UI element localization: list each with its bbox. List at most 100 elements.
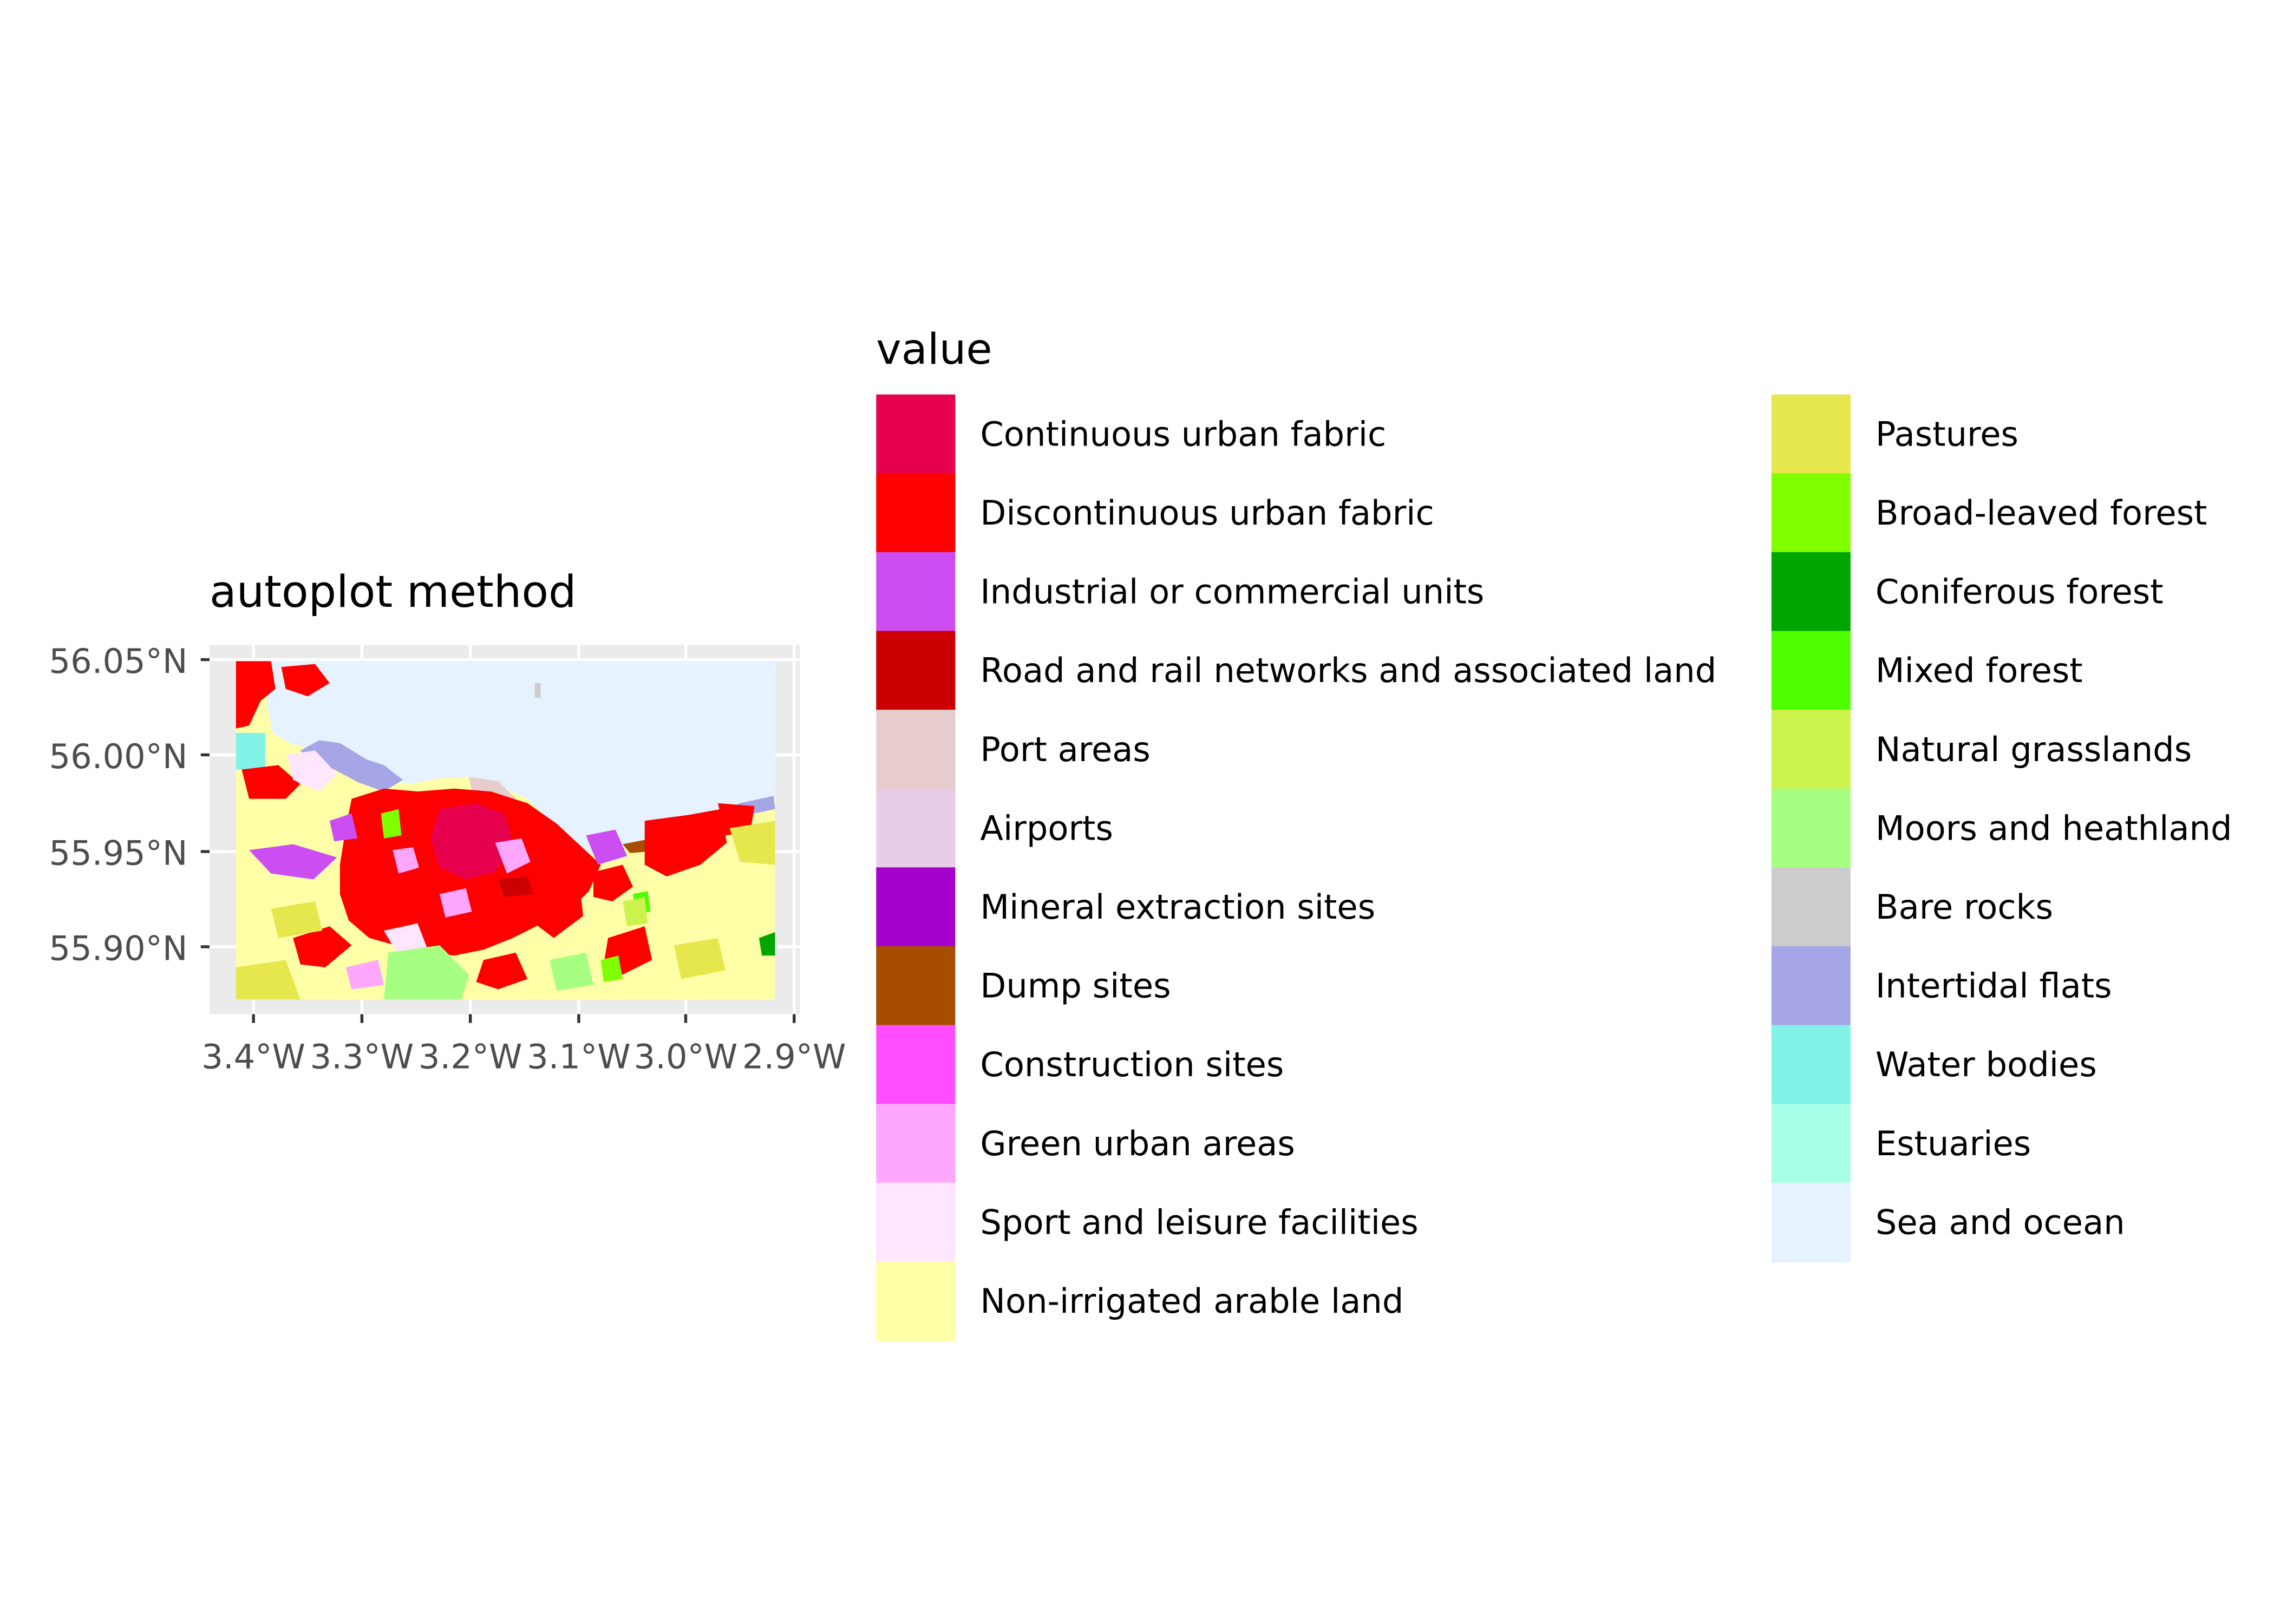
legend-label: Broad-leaved forest bbox=[1876, 493, 2207, 533]
legend-swatch bbox=[1771, 946, 1851, 1026]
legend-swatch bbox=[1771, 1104, 1851, 1184]
legend-swatch bbox=[876, 788, 956, 869]
legend-swatch bbox=[876, 394, 956, 475]
legend-swatch bbox=[1771, 631, 1851, 711]
legend-label: Road and rail networks and associated la… bbox=[980, 651, 1716, 690]
plot-title: autoplot method bbox=[210, 567, 577, 618]
legend-item: Port areas bbox=[876, 710, 1151, 790]
legend-item: Estuaries bbox=[1771, 1104, 2031, 1184]
x-tick-label: 2.9°W bbox=[742, 1037, 846, 1077]
legend-label: Mixed forest bbox=[1876, 651, 2083, 690]
y-tick-label: 56.00°N bbox=[49, 737, 188, 776]
legend-item: Airports bbox=[876, 788, 1113, 869]
legend-swatch bbox=[876, 710, 956, 790]
x-tick-label: 3.0°W bbox=[634, 1037, 738, 1077]
legend-item: Mineral extraction sites bbox=[876, 867, 1375, 947]
x-tick-label: 3.3°W bbox=[310, 1037, 414, 1077]
legend-label: Mineral extraction sites bbox=[980, 887, 1375, 927]
legend-label: Sport and leisure facilities bbox=[980, 1202, 1418, 1242]
legend-label: Coniferous forest bbox=[1876, 572, 2164, 612]
legend-item: Pastures bbox=[1771, 394, 2018, 475]
legend-item: Natural grasslands bbox=[1771, 710, 2192, 790]
legend-item: Green urban areas bbox=[876, 1104, 1295, 1184]
legend-swatch bbox=[1771, 1025, 1851, 1105]
region-pastures bbox=[236, 960, 300, 1000]
legend-item: Moors and heathland bbox=[1771, 788, 2232, 869]
legend-swatch bbox=[1771, 473, 1851, 553]
legend-swatch bbox=[876, 946, 956, 1026]
region-broadleaf-forest bbox=[381, 809, 402, 839]
legend-item: Broad-leaved forest bbox=[1771, 473, 2207, 553]
x-tick-label: 3.1°W bbox=[527, 1037, 631, 1077]
y-tick-label: 55.95°N bbox=[49, 833, 188, 873]
legend-label: Construction sites bbox=[980, 1045, 1284, 1084]
legend-item: Construction sites bbox=[876, 1025, 1284, 1105]
legend-item: Intertidal flats bbox=[1771, 946, 2112, 1026]
legend-swatch bbox=[1771, 552, 1851, 632]
region-industrial bbox=[249, 844, 337, 880]
legend-item: Sport and leisure facilities bbox=[876, 1182, 1419, 1263]
region-sea bbox=[266, 661, 775, 853]
legend-label: Water bodies bbox=[1876, 1045, 2097, 1084]
legend-label: Estuaries bbox=[1876, 1124, 2031, 1163]
legend-label: Industrial or commercial units bbox=[980, 572, 1484, 612]
legend-item: Bare rocks bbox=[1771, 867, 2053, 947]
region-coniferous-forest bbox=[759, 932, 775, 956]
region-water-bodies bbox=[236, 732, 265, 770]
legend-label: Intertidal flats bbox=[1876, 966, 2112, 1006]
region-continuous-urban bbox=[430, 803, 513, 880]
x-tick-label: 3.4°W bbox=[201, 1037, 305, 1077]
legend-swatch bbox=[876, 631, 956, 711]
legend-swatch bbox=[1771, 1182, 1851, 1263]
legend-label: Natural grasslands bbox=[1876, 730, 2192, 769]
region-intertidal-flats bbox=[300, 740, 403, 792]
legend-title: value bbox=[876, 324, 992, 374]
legend-label: Airports bbox=[980, 808, 1113, 848]
legend-label: Non-irrigated arable land bbox=[980, 1281, 1403, 1321]
legend-item: Non-irrigated arable land bbox=[876, 1261, 1403, 1341]
legend-swatch bbox=[1771, 867, 1851, 947]
legend-label: Moors and heathland bbox=[1876, 808, 2232, 848]
legend-label: Sea and ocean bbox=[1876, 1202, 2125, 1242]
legend-swatch bbox=[1771, 394, 1851, 475]
legend-item: Continuous urban fabric bbox=[876, 394, 1386, 475]
legend-swatch bbox=[876, 867, 956, 947]
y-tick-label: 56.05°N bbox=[49, 641, 188, 681]
legend-swatch bbox=[876, 552, 956, 632]
legend-item: Road and rail networks and associated la… bbox=[876, 631, 1716, 711]
legend-item: Industrial or commercial units bbox=[876, 552, 1484, 632]
legend-item: Sea and ocean bbox=[1771, 1182, 2125, 1263]
legend-swatch bbox=[1771, 710, 1851, 790]
legend-item: Coniferous forest bbox=[1771, 552, 2164, 632]
legend-label: Continuous urban fabric bbox=[980, 414, 1386, 454]
legend-swatch bbox=[876, 1182, 956, 1263]
legend-swatch bbox=[876, 1025, 956, 1105]
y-axis: 56.05°N 56.00°N 55.95°N 55.90°N bbox=[49, 641, 210, 968]
region-sport-leisure bbox=[287, 750, 337, 792]
legend-items: Continuous urban fabric Discontinuous urb… bbox=[876, 394, 2232, 1341]
legend-swatch bbox=[876, 1104, 956, 1184]
legend-swatch bbox=[876, 1261, 956, 1341]
region-road-rail bbox=[498, 876, 534, 897]
legend-label: Port areas bbox=[980, 730, 1150, 769]
legend-item: Mixed forest bbox=[1771, 631, 2083, 711]
region-grasslands bbox=[623, 896, 648, 927]
legend-label: Discontinuous urban fabric bbox=[980, 493, 1434, 533]
x-tick-label: 3.2°W bbox=[419, 1037, 522, 1077]
legend-label: Bare rocks bbox=[1876, 887, 2053, 927]
legend-swatch bbox=[876, 473, 956, 553]
x-axis: 3.4°W 3.3°W 3.2°W 3.1°W 3.0°W 2.9°W bbox=[201, 1014, 846, 1077]
legend-label: Green urban areas bbox=[980, 1124, 1295, 1163]
legend-label: Dump sites bbox=[980, 966, 1171, 1006]
y-tick-label: 55.90°N bbox=[49, 928, 188, 968]
legend-label: Pastures bbox=[1876, 414, 2018, 454]
legend: value Continuous urban fabric Discontinuo… bbox=[876, 324, 2232, 1341]
legend-swatch bbox=[1771, 788, 1851, 869]
legend-item: Discontinuous urban fabric bbox=[876, 473, 1434, 553]
legend-item: Dump sites bbox=[876, 946, 1171, 1026]
land-cover-raster bbox=[236, 661, 775, 1000]
region-moors bbox=[384, 945, 469, 1000]
legend-item: Water bodies bbox=[1771, 1025, 2097, 1105]
region-green-urban bbox=[495, 838, 531, 874]
